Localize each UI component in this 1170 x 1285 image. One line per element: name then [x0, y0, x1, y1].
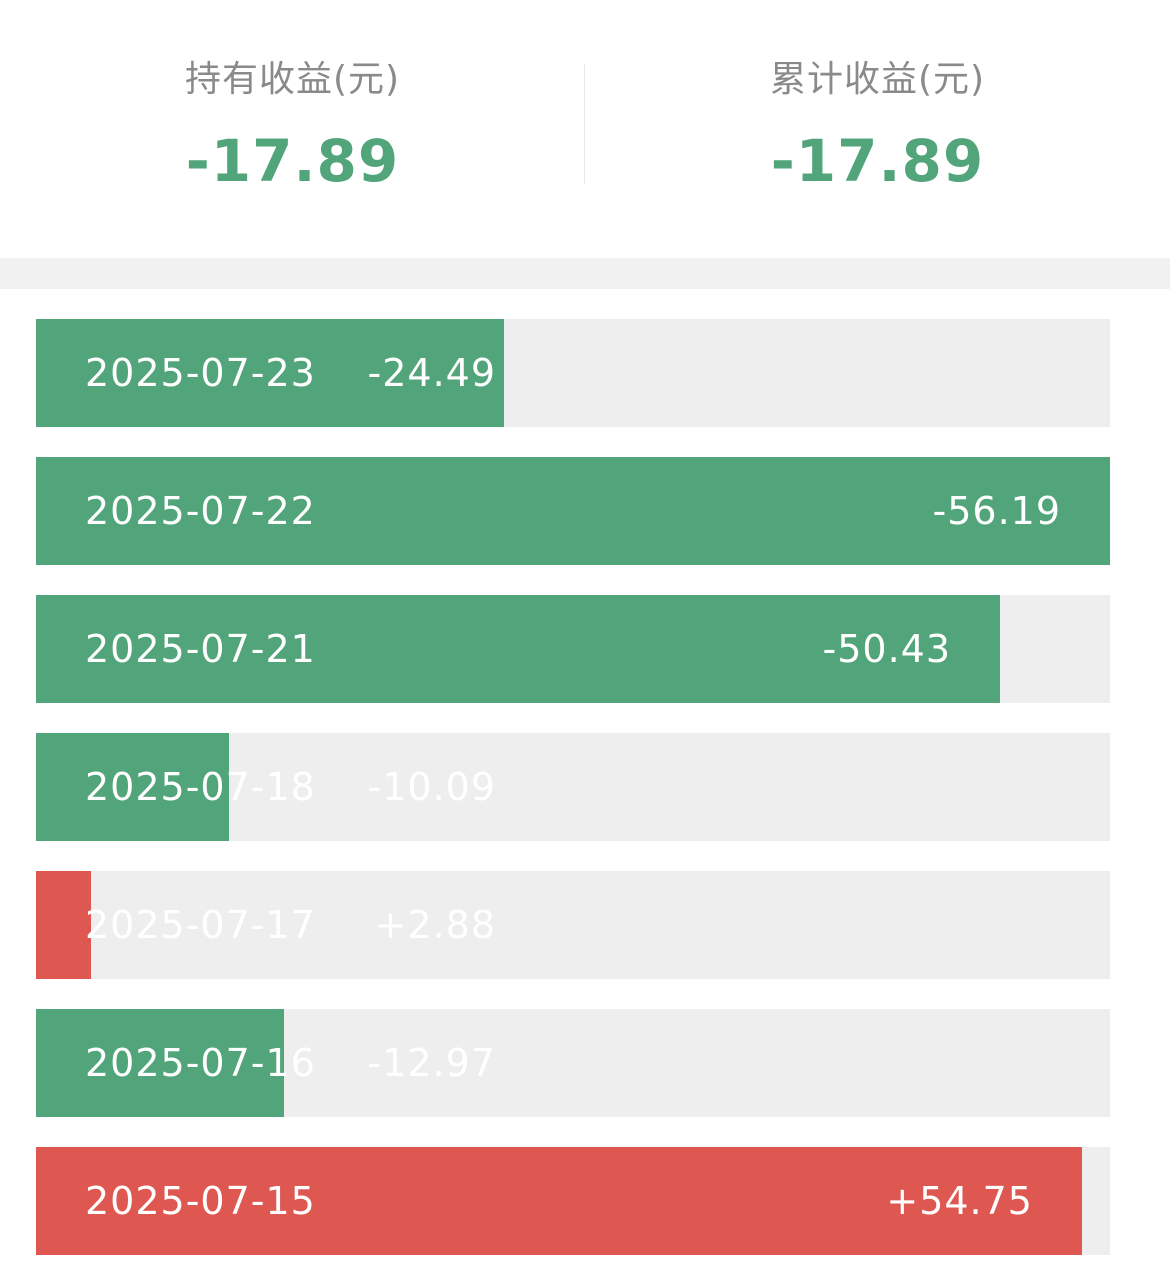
cumulative-earnings[interactable]: 累计收益(元) -17.89 — [585, 0, 1170, 258]
earnings-summary: 持有收益(元) -17.89 累计收益(元) -17.89 — [0, 0, 1170, 258]
daily-earnings-bar — [36, 319, 504, 427]
daily-earnings-date: 2025-07-17 — [85, 903, 316, 947]
daily-earnings-row[interactable]: 2025-07-23 -24.49 — [36, 319, 1110, 427]
daily-earnings-bar — [36, 595, 1000, 703]
daily-earnings-date: 2025-07-18 — [85, 765, 316, 809]
daily-earnings-bar — [36, 733, 229, 841]
cumulative-earnings-label: 累计收益(元) — [769, 59, 986, 100]
daily-earnings-amount: -10.09 — [367, 765, 496, 809]
daily-earnings-date: 2025-07-15 — [85, 1179, 316, 1223]
daily-earnings-amount: +54.75 — [886, 1179, 1033, 1223]
summary-divider — [584, 64, 585, 184]
daily-earnings-row[interactable]: 2025-07-18 -10.09 — [36, 733, 1110, 841]
section-divider — [0, 258, 1170, 289]
daily-earnings-bar — [36, 1147, 1082, 1255]
daily-earnings-date: 2025-07-16 — [85, 1041, 316, 1085]
daily-earnings-row[interactable]: 2025-07-17 +2.88 — [36, 871, 1110, 979]
daily-earnings-list: 2025-07-23 -24.49 2025-07-22 -56.19 2025-07-… — [36, 319, 1110, 1285]
holding-earnings[interactable]: 持有收益(元) -17.89 — [0, 0, 585, 258]
daily-earnings-date: 2025-07-22 — [85, 489, 316, 533]
daily-earnings-row[interactable]: 2025-07-15 +54.75 — [36, 1147, 1110, 1255]
daily-earnings-row[interactable]: 2025-07-16 -12.97 — [36, 1009, 1110, 1117]
daily-earnings-amount: -56.19 — [932, 489, 1061, 533]
daily-earnings-amount: -12.97 — [367, 1041, 496, 1085]
cumulative-earnings-value: -17.89 — [770, 127, 985, 195]
daily-earnings-amount: -50.43 — [822, 627, 951, 671]
daily-earnings-bar — [36, 457, 1110, 565]
holding-earnings-label: 持有收益(元) — [184, 59, 401, 100]
daily-earnings-amount: +2.88 — [374, 903, 496, 947]
daily-earnings-amount: -24.49 — [367, 351, 496, 395]
daily-earnings-date: 2025-07-21 — [85, 627, 316, 671]
holding-earnings-value: -17.89 — [185, 127, 400, 195]
daily-earnings-row[interactable]: 2025-07-21 -50.43 — [36, 595, 1110, 703]
daily-earnings-row[interactable]: 2025-07-22 -56.19 — [36, 457, 1110, 565]
daily-earnings-date: 2025-07-23 — [85, 351, 316, 395]
daily-earnings-bar — [36, 1009, 284, 1117]
daily-earnings-bar — [36, 871, 91, 979]
